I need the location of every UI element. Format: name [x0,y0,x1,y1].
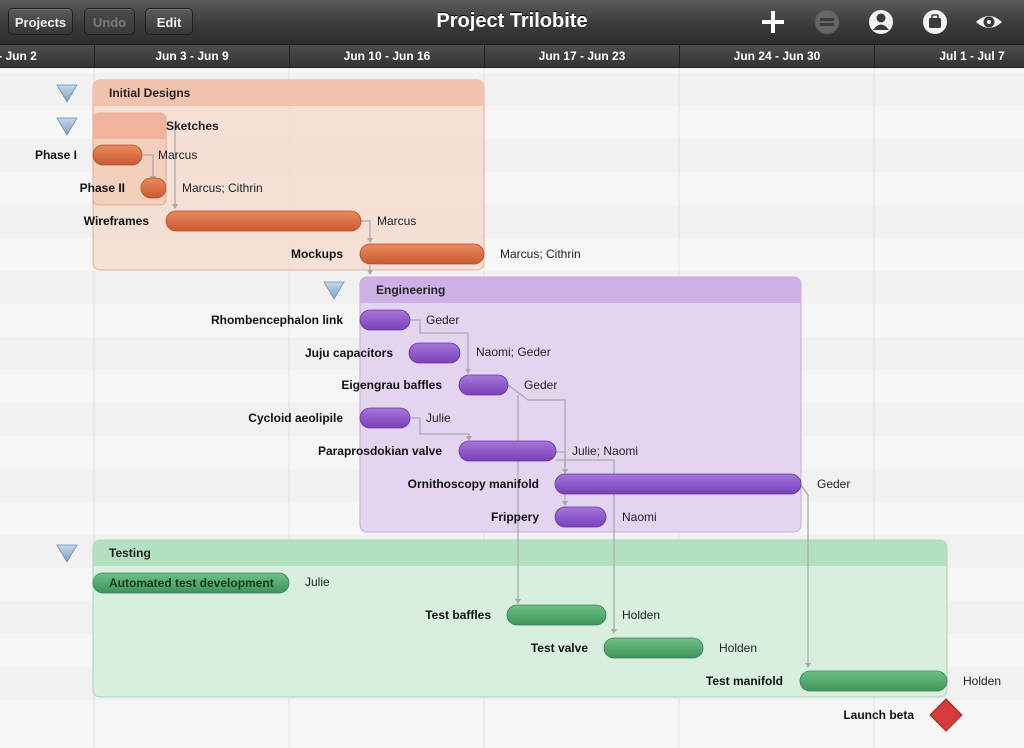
task-bar-cycloid[interactable] [359,407,411,429]
task-name: Eigengrau baffles [341,378,442,392]
task-name: Juju capacitors [305,346,393,360]
task-resource: Marcus [158,148,197,162]
task-bar-phase-1[interactable] [92,144,143,166]
task-name: Rhombencephalon link [211,313,343,327]
gantt-canvas: Initial Designs Sketches Engineering Tes… [0,68,1024,748]
task-name: Phase I [35,148,77,162]
week-label: Jun 10 - Jun 16 [289,45,484,67]
group-engineering[interactable] [359,276,802,533]
projects-button[interactable]: Projects [8,8,73,35]
view-icon[interactable] [974,7,1004,37]
task-name: Automated test development [109,576,274,590]
resources-icon[interactable] [866,7,896,37]
task-resource: Julie; Naomi [572,444,638,458]
disclosure-triangle-icon[interactable] [323,281,345,300]
task-bar-frippery[interactable] [554,506,607,528]
add-icon[interactable] [758,7,788,37]
task-resource: Geder [426,313,459,327]
undo-button[interactable]: Undo [84,8,135,35]
task-resource: Holden [719,641,757,655]
task-resource: Naomi; Geder [476,345,551,359]
task-bar-eigengrau[interactable] [458,374,509,396]
inspector-icon[interactable] [920,7,950,37]
group-title: Engineering [376,283,445,297]
task-resource: Geder [817,477,850,491]
task-resource: Marcus [377,214,416,228]
edit-button[interactable]: Edit [145,8,193,35]
task-name: Cycloid aeolipile [248,411,343,425]
disclosure-triangle-icon[interactable] [56,544,78,563]
task-bar-test-valve[interactable] [603,637,704,659]
week-label: Jun 17 - Jun 23 [484,45,679,67]
task-name: Wireframes [84,214,150,228]
timescale-header: - Jun 2 Jun 3 - Jun 9 Jun 10 - Jun 16 Ju… [0,45,1024,68]
task-resource: Marcus; Cithrin [182,181,263,195]
task-resource: Naomi [622,510,657,524]
disclosure-triangle-icon[interactable] [56,117,78,136]
milestone-name: Launch beta [843,708,914,722]
task-bar-mockups[interactable] [359,243,485,265]
task-bar-wireframes[interactable] [165,210,362,232]
task-bar-paraprosdokian[interactable] [458,440,557,462]
week-label: Jun 24 - Jun 30 [679,45,874,67]
task-bar-automated-test[interactable] [92,572,290,594]
task-name: Test manifold [706,674,783,688]
task-bar-test-manifold[interactable] [799,670,948,692]
task-bar-ornithoscopy[interactable] [554,473,802,495]
task-name: Paraprosdokian valve [318,444,442,458]
task-resource: Julie [305,575,330,589]
task-bars [92,144,948,692]
task-resource: Holden [622,608,660,622]
task-bar-juju[interactable] [408,342,461,364]
task-name: Mockups [291,247,343,261]
dependency-lines [143,126,809,664]
week-label: Jul 1 - Jul 7 [874,45,1024,67]
task-resource: Julie [426,411,451,425]
week-label: Jun 3 - Jun 9 [94,45,289,67]
task-name: Test valve [531,641,588,655]
gantt-chart: Initial Designs Sketches Engineering Tes… [0,68,1024,748]
week-label: - Jun 2 [0,45,94,67]
group-title: Testing [109,546,151,560]
task-bar-rhombencephalon[interactable] [359,309,411,331]
milestone-diamond-icon[interactable] [929,698,963,732]
task-name: Phase II [80,181,125,195]
task-name: Ornithoscopy manifold [408,477,539,491]
toolbar: Projects Undo Edit Project Trilobite [0,0,1024,45]
group-title: Sketches [166,119,219,133]
task-name: Frippery [491,510,539,524]
remove-icon[interactable] [812,7,842,37]
task-bar-test-baffles[interactable] [506,604,607,626]
group-title: Initial Designs [109,86,191,100]
disclosure-triangle-icon[interactable] [56,84,78,103]
task-resource: Marcus; Cithrin [500,247,581,261]
dependency-arrowheads [150,176,811,668]
task-resource: Geder [524,378,557,392]
task-name: Test baffles [425,608,491,622]
task-resource: Holden [963,674,1001,688]
task-bar-phase-2[interactable] [140,177,167,199]
